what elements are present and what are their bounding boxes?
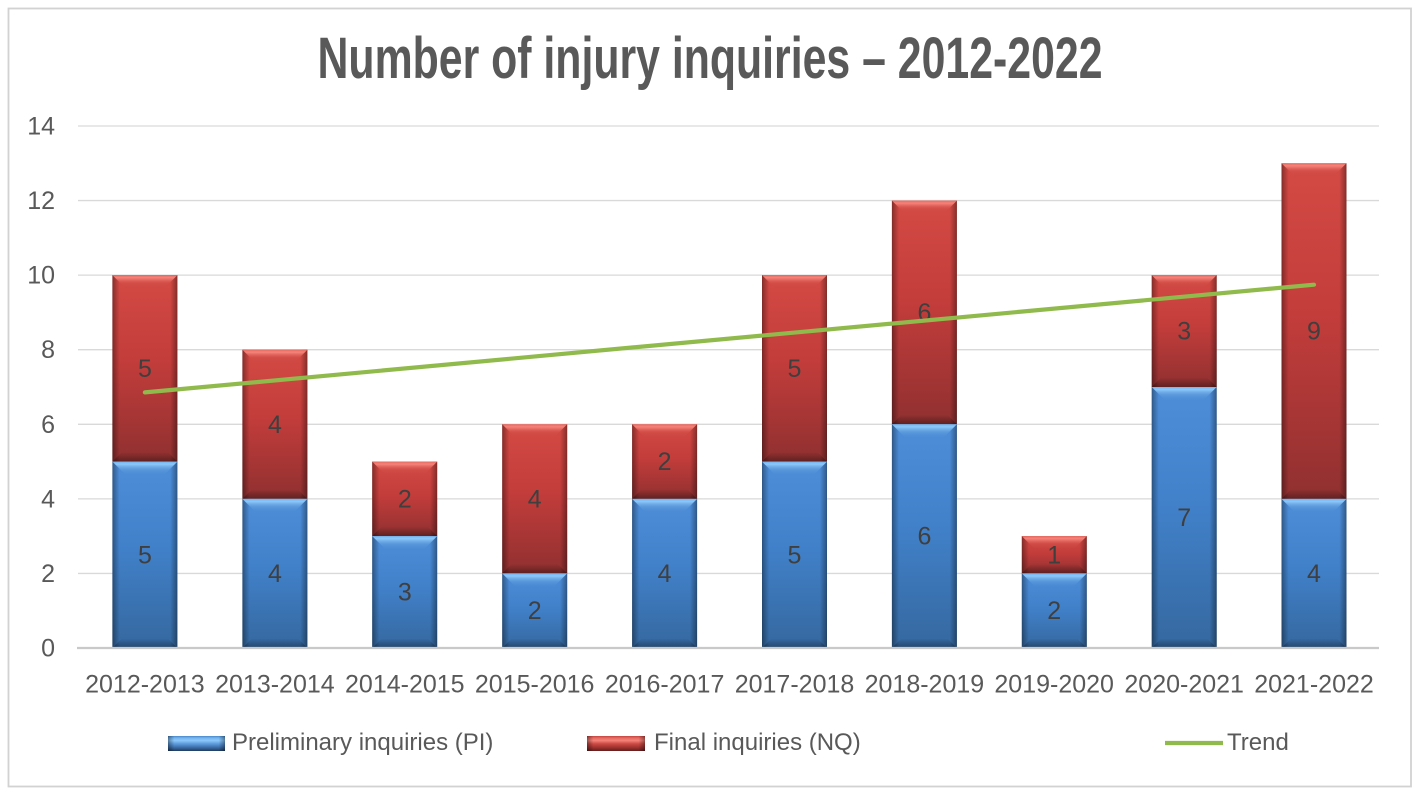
svg-text:7: 7 <box>1177 504 1191 532</box>
svg-text:Number of injury inquiries – 2: Number of injury inquiries – 2012-2022 <box>318 26 1103 91</box>
svg-text:2013-2014: 2013-2014 <box>215 671 335 699</box>
svg-text:5: 5 <box>138 355 152 383</box>
svg-text:4: 4 <box>658 560 672 588</box>
svg-text:2015-2016: 2015-2016 <box>475 671 595 699</box>
svg-text:4: 4 <box>268 411 282 439</box>
svg-text:2: 2 <box>528 597 542 625</box>
svg-text:2012-2013: 2012-2013 <box>85 671 205 699</box>
svg-text:2019-2020: 2019-2020 <box>994 671 1114 699</box>
svg-text:4: 4 <box>1307 560 1321 588</box>
svg-text:10: 10 <box>27 262 55 290</box>
svg-text:4: 4 <box>268 560 282 588</box>
svg-text:3: 3 <box>1177 318 1191 346</box>
svg-text:2016-2017: 2016-2017 <box>605 671 725 699</box>
svg-text:6: 6 <box>917 523 931 551</box>
svg-text:12: 12 <box>27 187 55 215</box>
svg-text:5: 5 <box>788 355 802 383</box>
svg-text:14: 14 <box>27 113 55 141</box>
svg-text:Trend: Trend <box>1227 729 1289 756</box>
svg-text:2018-2019: 2018-2019 <box>865 671 985 699</box>
svg-text:0: 0 <box>41 635 55 663</box>
svg-text:2: 2 <box>658 448 672 476</box>
svg-text:2021-2022: 2021-2022 <box>1254 671 1374 699</box>
svg-text:1: 1 <box>1047 541 1061 569</box>
svg-text:2017-2018: 2017-2018 <box>735 671 855 699</box>
svg-text:6: 6 <box>41 411 55 439</box>
svg-text:2: 2 <box>41 560 55 588</box>
svg-text:2020-2021: 2020-2021 <box>1124 671 1244 699</box>
svg-text:Final inquiries (NQ): Final inquiries (NQ) <box>654 729 861 756</box>
svg-text:4: 4 <box>528 485 542 513</box>
svg-text:2: 2 <box>1047 597 1061 625</box>
svg-text:2: 2 <box>398 485 412 513</box>
svg-text:5: 5 <box>138 541 152 569</box>
svg-text:Preliminary inquiries (PI): Preliminary inquiries (PI) <box>232 729 493 756</box>
svg-text:8: 8 <box>41 336 55 364</box>
svg-text:3: 3 <box>398 579 412 607</box>
svg-text:4: 4 <box>41 485 55 513</box>
svg-text:2014-2015: 2014-2015 <box>345 671 465 699</box>
svg-text:9: 9 <box>1307 318 1321 346</box>
svg-text:5: 5 <box>788 541 802 569</box>
